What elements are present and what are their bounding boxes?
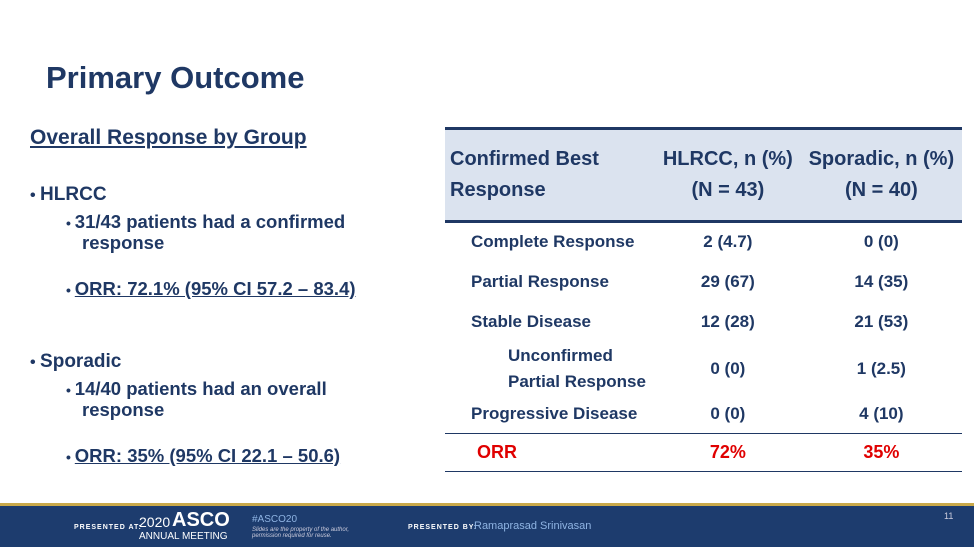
cell: 4 (10) xyxy=(859,404,904,424)
cell: 12 (28) xyxy=(700,311,755,331)
hashtag: #ASCO20 xyxy=(252,514,298,525)
bullet-text: ORR: 35% (95% CI 22.1 – 50.6) xyxy=(74,445,341,466)
header-row: Confirmed Best Response HLRCC, n (%) (N =… xyxy=(445,128,962,222)
bullet: ORR: 35% (95% CI 22.1 – 50.6) xyxy=(66,446,410,467)
slide-title: Primary Outcome xyxy=(46,60,305,95)
cell: Partial Response xyxy=(471,271,609,291)
section-heading: Overall Response by Group xyxy=(30,126,307,149)
presenter: Ramaprasad Srinivasan xyxy=(474,520,592,532)
presented-by: PRESENTED BY: xyxy=(408,524,478,531)
cell: Progressive Disease xyxy=(471,404,638,424)
cell: 0 (0) xyxy=(710,358,746,378)
orr-row: ORR 72% 35% xyxy=(445,433,962,472)
group-name: Sporadic xyxy=(30,351,410,373)
year: 2020 xyxy=(139,514,171,530)
org: ASCO xyxy=(172,509,230,531)
orr-cell: 72% xyxy=(709,442,746,462)
cell: 14 (35) xyxy=(854,271,909,291)
cell: 1 (2.5) xyxy=(856,358,906,378)
table-row: Progressive Disease 0 (0) 4 (10) xyxy=(445,396,962,434)
presented-at: PRESENTED AT: xyxy=(74,524,142,531)
cell: 29 (67) xyxy=(700,271,755,291)
disclaimer: Slides are the property of the author, p… xyxy=(252,527,350,539)
bullet-text: 31/43 patients had a confirmed response xyxy=(74,211,346,253)
table-row: Unconfirmed Partial Response 0 (0) 1 (2.5) xyxy=(445,342,962,396)
response-table: Confirmed Best Response HLRCC, n (%) (N =… xyxy=(445,127,962,472)
bullet-text: ORR: 72.1% (95% CI 57.2 – 83.4) xyxy=(74,278,356,299)
cell: 0 (0) xyxy=(863,232,899,252)
footer-bar: PRESENTED AT: 2020 ASCO ANNUAL MEETING #… xyxy=(0,503,974,547)
group: Sporadic 14/40 patients had an overall r… xyxy=(30,351,410,467)
header-cell: Confirmed Best Response xyxy=(450,148,599,201)
group: HLRCC 31/43 patients had a confirmed res… xyxy=(30,184,410,300)
table-row: Stable Disease 12 (28) 21 (53) xyxy=(445,302,962,342)
table-row: Complete Response 2 (4.7) 0 (0) xyxy=(445,222,962,262)
bullet: ORR: 72.1% (95% CI 57.2 – 83.4) xyxy=(66,279,410,300)
page-number: 11 xyxy=(944,511,954,521)
bullet: 14/40 patients had an overall response xyxy=(66,379,410,420)
cell: 0 (0) xyxy=(710,404,746,424)
cell: 21 (53) xyxy=(854,311,909,331)
orr-cell: ORR xyxy=(477,442,517,462)
cell: 2 (4.7) xyxy=(703,232,753,252)
meeting: ANNUAL MEETING xyxy=(139,531,228,542)
table-row: Partial Response 29 (67) 14 (35) xyxy=(445,262,962,302)
bullet-text: 14/40 patients had an overall response xyxy=(74,378,327,420)
header-cell: Sporadic, n (%) (N = 40) xyxy=(808,148,955,201)
group-name: HLRCC xyxy=(30,184,410,206)
cell: Complete Response xyxy=(471,232,635,252)
cell: Stable Disease xyxy=(471,311,592,331)
header-cell: HLRCC, n (%) (N = 43) xyxy=(662,148,793,201)
orr-cell: 35% xyxy=(863,442,900,462)
cell: Unconfirmed Partial Response xyxy=(508,345,646,391)
bullet: 31/43 patients had a confirmed response xyxy=(66,212,410,253)
